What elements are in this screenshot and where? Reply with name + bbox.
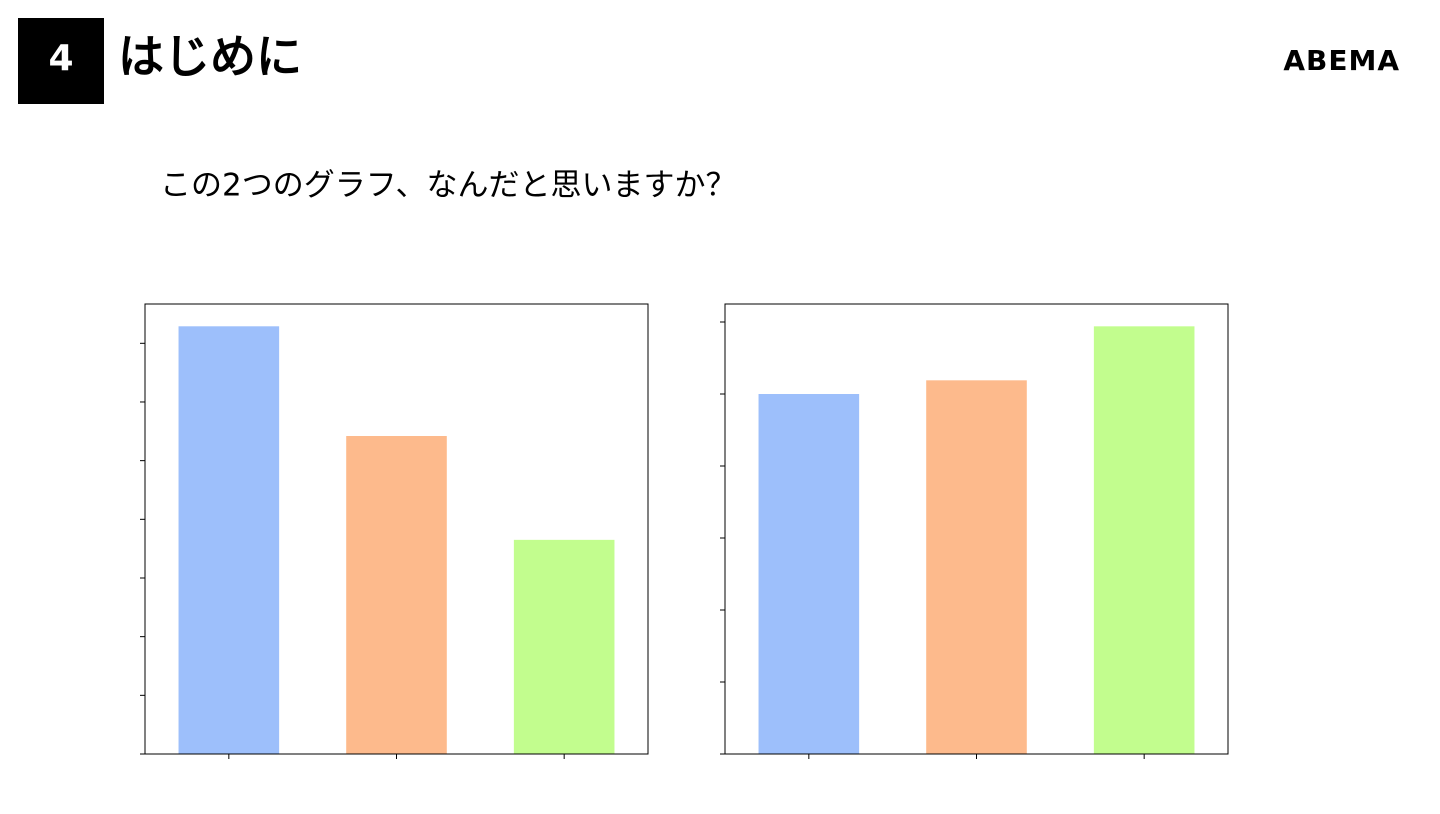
axes-frame — [724, 303, 1229, 755]
slide-number: 4 — [48, 38, 73, 79]
bar — [178, 326, 280, 754]
bar — [346, 436, 447, 754]
number-box — [18, 18, 104, 104]
bar — [926, 380, 1027, 754]
logo: ABEMA — [1283, 44, 1400, 77]
axes-frame — [144, 303, 649, 755]
bar — [513, 539, 615, 754]
bar — [1093, 326, 1195, 754]
question: この2つのグラフ、なんだと思いますか？ — [160, 168, 736, 204]
slide-title: はじめに — [118, 30, 302, 84]
bar — [758, 394, 860, 754]
